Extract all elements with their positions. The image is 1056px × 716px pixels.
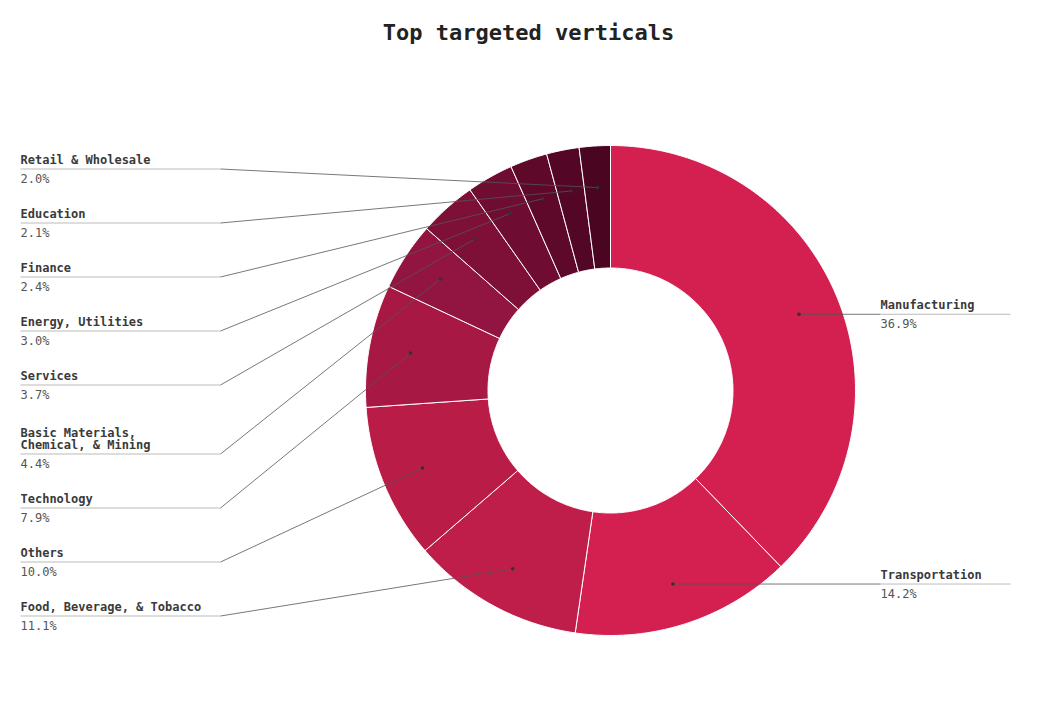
svg-text:Energy, Utilities: Energy, Utilities bbox=[21, 315, 144, 329]
svg-text:11.1%: 11.1% bbox=[21, 619, 58, 633]
svg-text:Others: Others bbox=[21, 546, 64, 560]
svg-text:36.9%: 36.9% bbox=[881, 317, 918, 331]
svg-text:Services: Services bbox=[21, 369, 79, 383]
svg-text:14.2%: 14.2% bbox=[881, 587, 918, 601]
svg-text:2.1%: 2.1% bbox=[21, 226, 51, 240]
svg-text:4.4%: 4.4% bbox=[21, 457, 51, 471]
svg-text:Education: Education bbox=[21, 207, 86, 221]
svg-text:Technology: Technology bbox=[21, 492, 93, 506]
svg-text:7.9%: 7.9% bbox=[21, 511, 51, 525]
svg-text:3.7%: 3.7% bbox=[21, 388, 51, 402]
svg-text:Finance: Finance bbox=[21, 261, 72, 275]
svg-text:Food, Beverage, & Tobacco: Food, Beverage, & Tobacco bbox=[21, 600, 202, 614]
svg-text:2.0%: 2.0% bbox=[21, 172, 51, 186]
svg-text:Basic Materials,Chemical, & Mi: Basic Materials,Chemical, & Mining bbox=[21, 426, 151, 452]
svg-text:Top targeted verticals: Top targeted verticals bbox=[383, 20, 674, 45]
svg-text:10.0%: 10.0% bbox=[21, 565, 58, 579]
svg-text:2.4%: 2.4% bbox=[21, 280, 51, 294]
svg-text:Transportation: Transportation bbox=[881, 568, 982, 582]
svg-text:Retail & Wholesale: Retail & Wholesale bbox=[21, 153, 151, 167]
svg-text:Manufacturing: Manufacturing bbox=[881, 298, 975, 312]
svg-text:3.0%: 3.0% bbox=[21, 334, 51, 348]
